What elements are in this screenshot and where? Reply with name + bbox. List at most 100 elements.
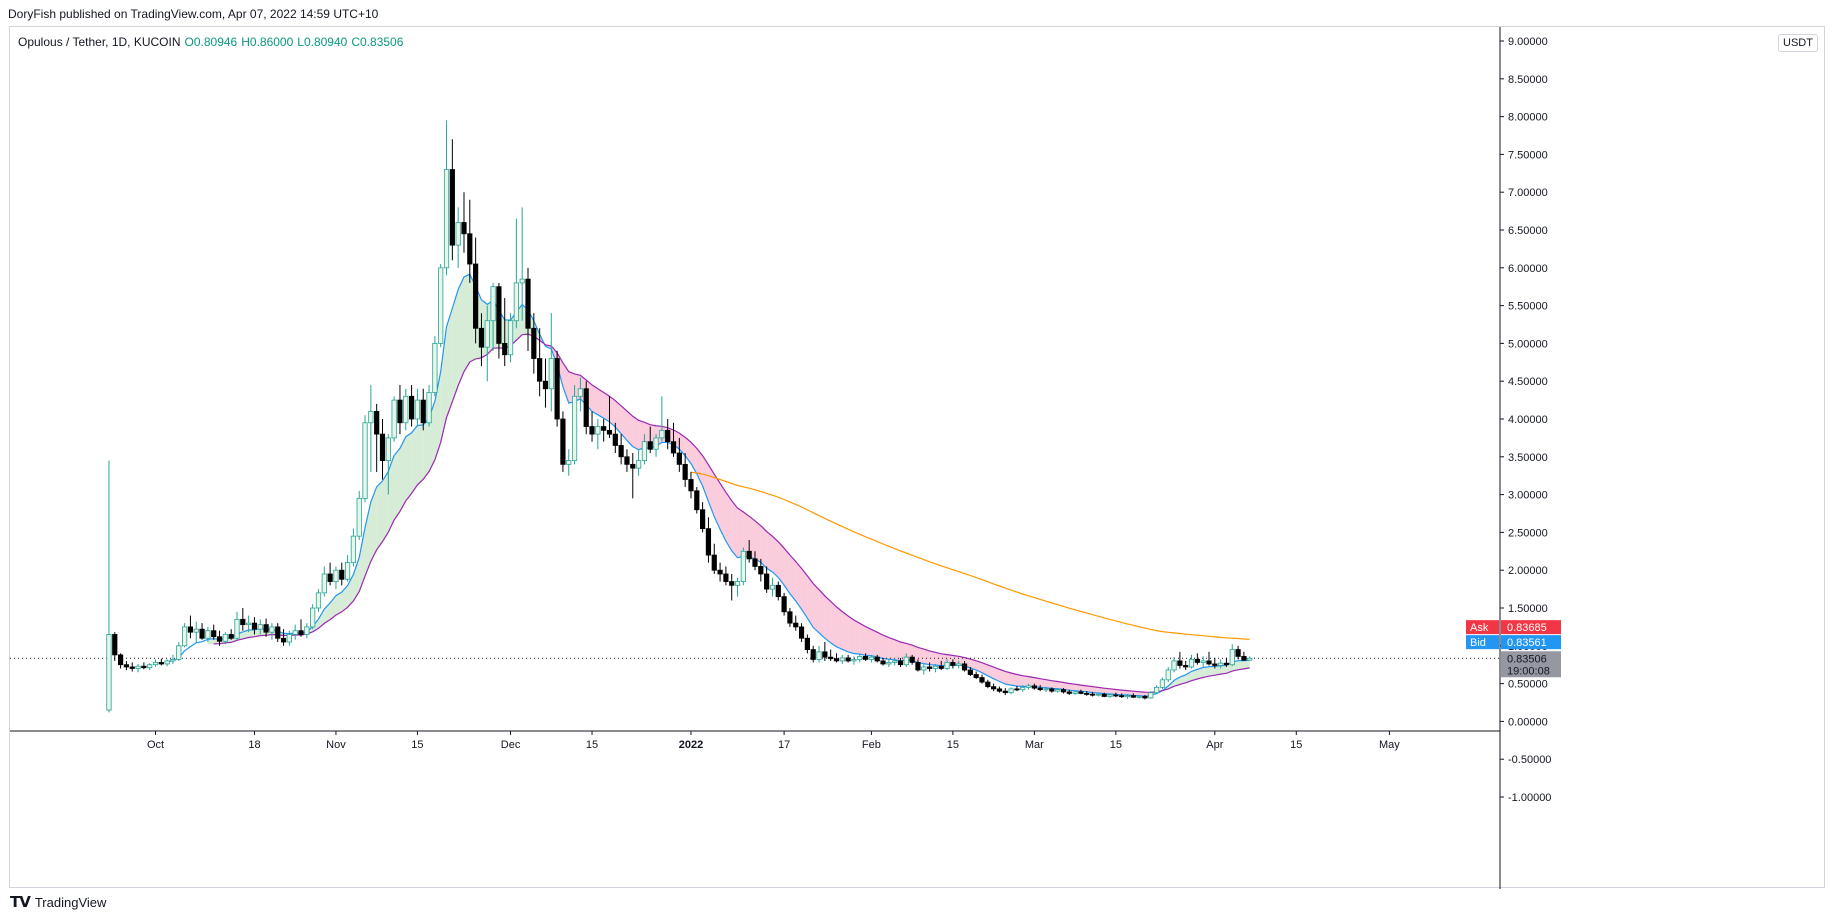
candle-body[interactable] (909, 656, 915, 663)
candle-body[interactable] (129, 666, 135, 669)
candle-body[interactable] (211, 630, 217, 638)
candle-body[interactable] (618, 445, 624, 458)
candle-body[interactable] (961, 663, 968, 671)
candle-body[interactable] (182, 626, 188, 647)
candle-body[interactable] (205, 630, 211, 639)
candle-body[interactable] (659, 429, 665, 439)
candle-body[interactable] (222, 634, 228, 642)
candle-body[interactable] (717, 569, 723, 575)
candle-body[interactable] (560, 418, 566, 465)
candle-body[interactable] (1142, 696, 1148, 699)
candle-body[interactable] (1025, 685, 1032, 688)
candle-body[interactable] (228, 634, 234, 639)
candle-body[interactable] (1229, 649, 1235, 666)
candle-body[interactable] (152, 662, 159, 666)
candle-body[interactable] (711, 554, 717, 571)
candle-body[interactable] (670, 441, 677, 454)
candle-body[interactable] (973, 674, 979, 678)
candle-body[interactable] (886, 662, 892, 665)
candle-body[interactable] (251, 622, 258, 630)
candle-body[interactable] (816, 651, 822, 660)
candle-body[interactable] (822, 651, 828, 658)
candle-body[interactable] (746, 550, 752, 560)
candle-body[interactable] (269, 626, 275, 633)
candle-body[interactable] (502, 342, 508, 356)
candle-body[interactable] (1002, 690, 1008, 694)
candle-body[interactable] (315, 592, 322, 609)
candle-body[interactable] (653, 437, 659, 450)
candle-body[interactable] (647, 441, 653, 450)
candle-body[interactable] (769, 584, 776, 590)
chart-frame[interactable]: 9.00000 8.50000 8.00000 7.50000 7.00000 6.500… (9, 26, 1826, 889)
candle-body[interactable] (176, 645, 182, 660)
candle-body[interactable] (880, 660, 886, 665)
candle-body[interactable] (851, 659, 857, 662)
candle-body[interactable] (403, 395, 409, 424)
candle-body[interactable] (263, 624, 269, 633)
candle-body[interactable] (461, 222, 467, 235)
candle-body[interactable] (344, 562, 351, 580)
candle-body[interactable] (368, 411, 374, 424)
candle-body[interactable] (862, 655, 869, 660)
candle-body[interactable] (729, 581, 735, 586)
price-chart[interactable]: 9.00000 8.50000 8.00000 7.50000 7.00000 6.500… (10, 27, 1826, 889)
candle-body[interactable] (158, 662, 164, 665)
candle-body[interactable] (1159, 679, 1166, 688)
candle-body[interactable] (234, 618, 240, 639)
candle-body[interactable] (193, 628, 199, 633)
candle-body[interactable] (734, 581, 741, 586)
candle-body[interactable] (665, 429, 671, 443)
candle-body[interactable] (374, 411, 380, 435)
candle-body[interactable] (531, 327, 537, 359)
candle-body[interactable] (350, 535, 356, 564)
candle-body[interactable] (420, 399, 426, 424)
candle-body[interactable] (484, 320, 490, 348)
candle-body[interactable] (996, 688, 1003, 692)
candle-body[interactable] (170, 659, 176, 662)
candle-body[interactable] (1241, 655, 1247, 661)
candle-body[interactable] (362, 422, 368, 499)
candle-body[interactable] (339, 569, 345, 580)
candle-body[interactable] (758, 566, 764, 575)
candle-body[interactable] (414, 399, 421, 420)
candle-body[interactable] (705, 528, 712, 556)
candle-body[interactable] (1014, 688, 1020, 691)
candle-body[interactable] (385, 437, 391, 461)
candle-body[interactable] (892, 660, 898, 663)
candle-body[interactable] (787, 611, 793, 624)
currency-button[interactable]: USDT (1778, 34, 1818, 52)
candle-body[interactable] (333, 569, 339, 582)
candle-body[interactable] (694, 490, 700, 511)
candle-body[interactable] (857, 655, 863, 660)
candle-body[interactable] (566, 460, 572, 465)
candle-body[interactable] (927, 666, 933, 669)
candle-body[interactable] (641, 441, 648, 461)
candle-body[interactable] (589, 426, 595, 435)
candle-body[interactable] (1037, 687, 1043, 691)
candle-body[interactable] (147, 664, 153, 669)
candle-body[interactable] (682, 463, 688, 480)
candle-body[interactable] (1020, 686, 1026, 691)
candle-body[interactable] (1130, 695, 1136, 698)
candle-body[interactable] (507, 320, 514, 356)
candle-body[interactable] (723, 573, 729, 582)
candle-body[interactable] (1206, 660, 1212, 665)
candle-body[interactable] (938, 665, 944, 669)
candle-body[interactable] (979, 677, 985, 683)
candle-body[interactable] (455, 222, 461, 246)
candle-body[interactable] (1154, 686, 1160, 694)
candle-body[interactable] (1136, 696, 1142, 698)
candle-body[interactable] (257, 624, 263, 630)
candle-body[interactable] (1078, 691, 1084, 694)
candle-body[interactable] (577, 388, 583, 397)
candle-body[interactable] (397, 399, 403, 424)
candle-body[interactable] (1177, 660, 1183, 666)
candle-body[interactable] (432, 342, 438, 393)
candle-body[interactable] (496, 286, 502, 344)
candle-body[interactable] (950, 662, 956, 666)
candle-body[interactable] (246, 622, 252, 626)
candle-body[interactable] (630, 463, 636, 469)
candle-body[interactable] (280, 637, 287, 643)
candle-body[interactable] (409, 395, 415, 420)
candle-body[interactable] (537, 358, 543, 382)
